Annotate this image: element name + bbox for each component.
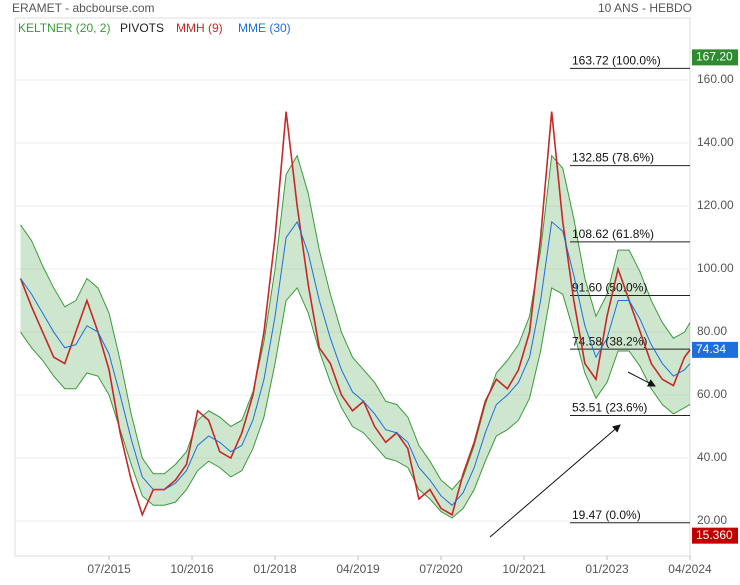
keltner-upper [20,154,691,491]
x-tick-label: 10/2016 [170,562,214,576]
x-tick-label: 04/2024 [668,562,712,576]
price-tag-label: 74.34 [696,342,726,356]
y-tick-label: 120.00 [697,198,734,212]
price-tag [692,49,738,66]
pivot-label: 19.47 (0.0%) [572,508,641,522]
legend-label: MME (30) [238,21,291,35]
price-tag [692,341,738,358]
price-tag-label: 15.360 [696,528,733,542]
plot-frame [14,17,691,557]
keltner-lower [20,287,691,519]
y-tick-label: 160.00 [697,72,734,86]
y-tick-label: 80.00 [697,324,727,338]
pivot-label: 74.58 (38.2%) [572,334,647,348]
x-tick-label: 07/2020 [419,562,463,576]
price-line [19,111,691,517]
legend-label: PIVOTS [120,21,164,35]
legend-label: MMH (9) [176,21,223,35]
y-tick-label: 100.00 [697,261,734,275]
y-tick-label: 40.00 [697,450,727,464]
x-tick-label: 07/2015 [87,562,131,576]
chart-subtitle: 10 ANS - HEBDO [598,1,692,15]
x-tick-label: 10/2021 [502,562,546,576]
arrow [489,424,621,538]
y-tick-label: 60.00 [697,387,727,401]
price-line [20,220,691,506]
pivot-label: 163.72 (100.0%) [572,54,661,68]
price-tag [692,527,738,544]
x-tick-label: 01/2023 [585,562,629,576]
x-tick-label: 01/2018 [253,562,297,576]
y-tick-label: 140.00 [697,135,734,149]
pivot-label: 91.60 (50.0%) [572,281,647,295]
y-tick-label: 20.00 [697,513,727,527]
legend-label: KELTNER (20, 2) [18,21,110,35]
x-tick-label: 04/2019 [336,562,380,576]
pivot-label: 108.62 (61.8%) [572,227,654,241]
price-tag-label: 167.20 [696,50,733,64]
arrow [627,371,656,387]
chart-title: ERAMET - abcbourse.com [12,1,155,15]
pivot-label: 53.51 (23.6%) [572,401,647,415]
pivot-label: 132.85 (78.6%) [572,151,654,165]
